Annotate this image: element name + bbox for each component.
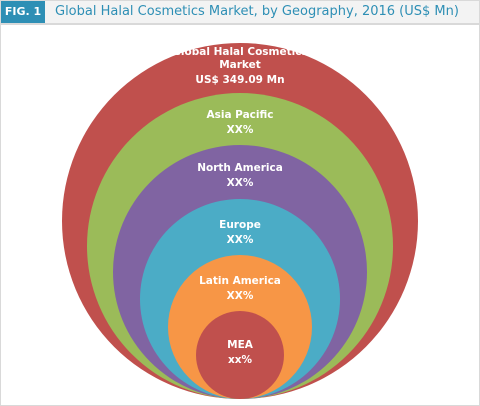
node-value: xx% [227, 354, 253, 366]
node-label: North America [197, 162, 283, 174]
figure-number: FIG. 1 [1, 1, 45, 23]
node-label: Global Halal Cosmetics Market [172, 46, 308, 71]
node-label: Asia Pacific [206, 109, 274, 121]
title: Global Halal Cosmetics Market, by Geogra… [55, 4, 459, 19]
node-value: XX% [226, 177, 254, 189]
node-value: XX% [226, 290, 254, 302]
node-value: XX% [226, 234, 254, 246]
header: FIG. 1 Global Halal Cosmetics Market, by… [0, 0, 480, 24]
node-value: XX% [226, 124, 254, 136]
node-label: MEA [227, 339, 253, 351]
node-label: Europe [219, 219, 261, 231]
node-value: US$ 349.09 Mn [195, 74, 285, 86]
circle [196, 311, 284, 399]
node-label: Latin America [199, 275, 281, 287]
